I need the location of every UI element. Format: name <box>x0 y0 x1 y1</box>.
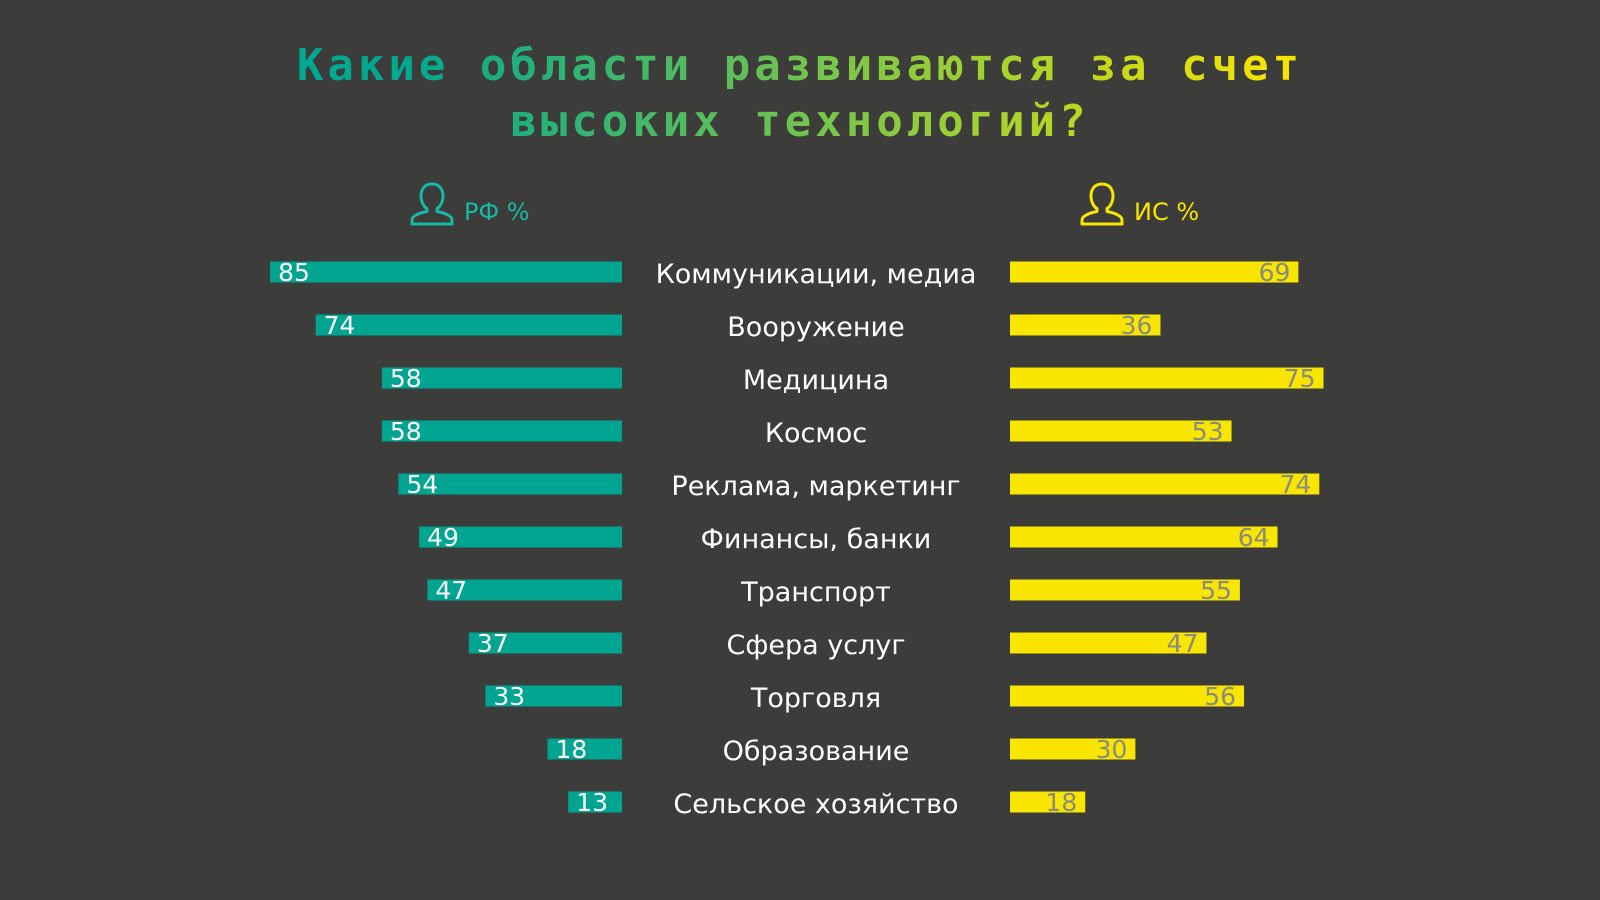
value-label-rf-2: 58 <box>390 364 422 393</box>
value-label-rf-4: 54 <box>406 470 438 499</box>
value-label-rf-9: 18 <box>555 735 587 764</box>
value-label-is-3: 53 <box>1192 417 1224 446</box>
value-label-is-6: 55 <box>1200 576 1232 605</box>
bar-rf-6 <box>427 579 622 601</box>
value-label-rf-7: 37 <box>477 629 509 658</box>
category-label-4: Реклама, маркетинг <box>671 471 960 502</box>
category-label-10: Сельское хозяйство <box>673 789 958 820</box>
bar-is-7 <box>1010 632 1207 654</box>
value-label-is-10: 18 <box>1045 788 1077 817</box>
legend-rf: РФ % <box>408 178 530 228</box>
bar-is-10 <box>1010 791 1086 813</box>
category-label-3: Космос <box>765 418 867 449</box>
category-label-2: Медицина <box>743 365 889 396</box>
bar-rf-9 <box>547 738 622 760</box>
value-label-is-0: 69 <box>1259 258 1291 287</box>
value-label-is-8: 56 <box>1204 682 1236 711</box>
bar-rf-8 <box>485 685 622 707</box>
value-label-rf-1: 74 <box>324 311 356 340</box>
bar-rf-1 <box>315 314 622 336</box>
bar-is-2 <box>1010 367 1324 389</box>
value-label-rf-3: 58 <box>390 417 422 446</box>
bar-rf-5 <box>419 526 622 548</box>
category-label-9: Образование <box>723 736 910 767</box>
bar-rf-7 <box>468 632 622 654</box>
value-label-rf-10: 13 <box>576 788 608 817</box>
category-label-0: Коммуникации, медиа <box>656 259 977 290</box>
category-label-6: Транспорт <box>740 577 891 608</box>
value-label-is-4: 74 <box>1280 470 1312 499</box>
bar-rf-0 <box>270 261 622 283</box>
bar-is-6 <box>1010 579 1240 601</box>
value-label-rf-5: 49 <box>427 523 459 552</box>
value-label-is-7: 47 <box>1167 629 1199 658</box>
bar-is-8 <box>1010 685 1245 707</box>
category-label-1: Вооружение <box>727 312 904 343</box>
legend-rf-label: РФ % <box>464 198 530 226</box>
bar-rf-2 <box>381 367 622 389</box>
bar-is-4 <box>1010 473 1320 495</box>
legend-is-label: ИС % <box>1134 198 1200 226</box>
person-icon <box>1080 182 1124 226</box>
category-label-7: Сфера услуг <box>726 630 905 661</box>
value-label-is-2: 75 <box>1284 364 1316 393</box>
category-label-5: Финансы, банки <box>701 524 932 555</box>
value-label-is-9: 30 <box>1096 735 1128 764</box>
value-label-is-1: 36 <box>1121 311 1153 340</box>
bar-is-1 <box>1010 314 1161 336</box>
value-label-is-5: 64 <box>1238 523 1270 552</box>
value-label-rf-6: 47 <box>435 576 467 605</box>
legend-is: ИС % <box>1078 178 1199 228</box>
person-icon <box>410 182 454 226</box>
value-label-rf-8: 33 <box>493 682 525 711</box>
bar-rf-3 <box>381 420 622 442</box>
bar-is-3 <box>1010 420 1232 442</box>
bar-is-0 <box>1010 261 1299 283</box>
value-label-rf-0: 85 <box>278 258 310 287</box>
bar-is-9 <box>1010 738 1136 760</box>
bar-rf-10 <box>568 791 622 813</box>
bar-is-5 <box>1010 526 1278 548</box>
bar-rf-4 <box>398 473 622 495</box>
category-label-8: Торговля <box>750 683 881 714</box>
